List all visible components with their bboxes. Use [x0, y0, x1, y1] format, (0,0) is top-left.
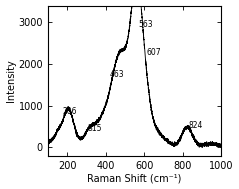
X-axis label: Raman Shift (cm⁻¹): Raman Shift (cm⁻¹) [87, 174, 182, 184]
Text: 463: 463 [110, 70, 125, 79]
Text: 607: 607 [147, 48, 161, 57]
Text: 206: 206 [62, 107, 77, 116]
Text: 315: 315 [87, 124, 102, 133]
Y-axis label: Intensity: Intensity [5, 59, 16, 102]
Text: 824: 824 [188, 121, 203, 129]
Text: 563: 563 [138, 20, 152, 29]
